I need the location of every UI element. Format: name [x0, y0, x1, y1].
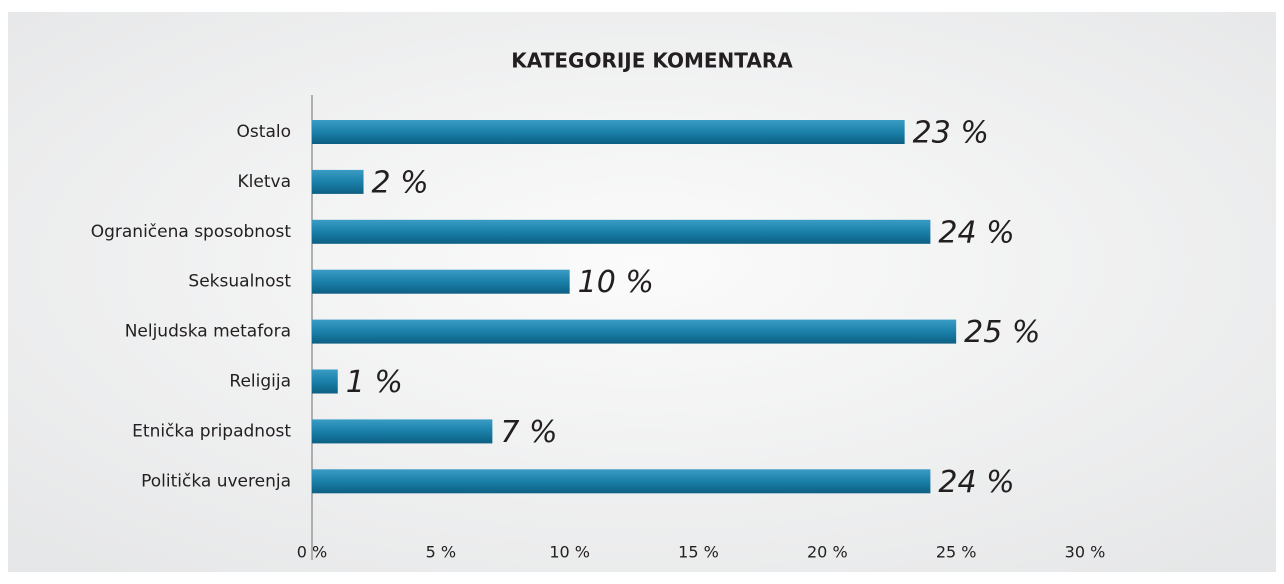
y-tick-label: Seksualnost: [188, 272, 291, 292]
bar: [312, 469, 931, 494]
bar: [312, 369, 338, 394]
value-label: 1 %: [346, 365, 403, 400]
value-label: 7 %: [500, 415, 557, 450]
x-tick-label: 30 %: [1065, 543, 1106, 562]
y-tick-label: Etnička pripadnost: [132, 421, 291, 441]
value-label: 24 %: [938, 465, 1014, 500]
bar: [312, 319, 957, 344]
x-tick-label: 5 %: [426, 543, 456, 562]
y-tick-label: Kletva: [238, 172, 291, 192]
bar: [312, 419, 493, 444]
bar: [312, 269, 570, 294]
bar: [312, 219, 931, 244]
bar: [312, 120, 905, 144]
value-label: 24 %: [938, 215, 1014, 250]
y-tick-label: Religija: [229, 372, 291, 392]
x-tick-label: 20 %: [807, 543, 848, 562]
value-label: 10 %: [578, 265, 654, 300]
value-label: 2 %: [372, 165, 429, 200]
x-tick-label: 0 %: [297, 543, 327, 562]
y-tick-label: Neljudska metafora: [125, 322, 291, 342]
value-label: 23 %: [913, 116, 989, 151]
bar: [312, 169, 364, 194]
y-tick-label: Ostalo: [237, 122, 291, 142]
y-tick-label: Ograničena sposobnost: [91, 222, 292, 242]
y-tick-label: Politička uverenja: [141, 471, 291, 491]
x-tick-label: 10 %: [549, 543, 590, 562]
chart-title: KATEGORIJE KOMENTARA: [511, 49, 793, 73]
x-tick-label: 25 %: [936, 543, 977, 562]
value-label: 25 %: [964, 315, 1040, 350]
x-tick-label: 15 %: [678, 543, 719, 562]
